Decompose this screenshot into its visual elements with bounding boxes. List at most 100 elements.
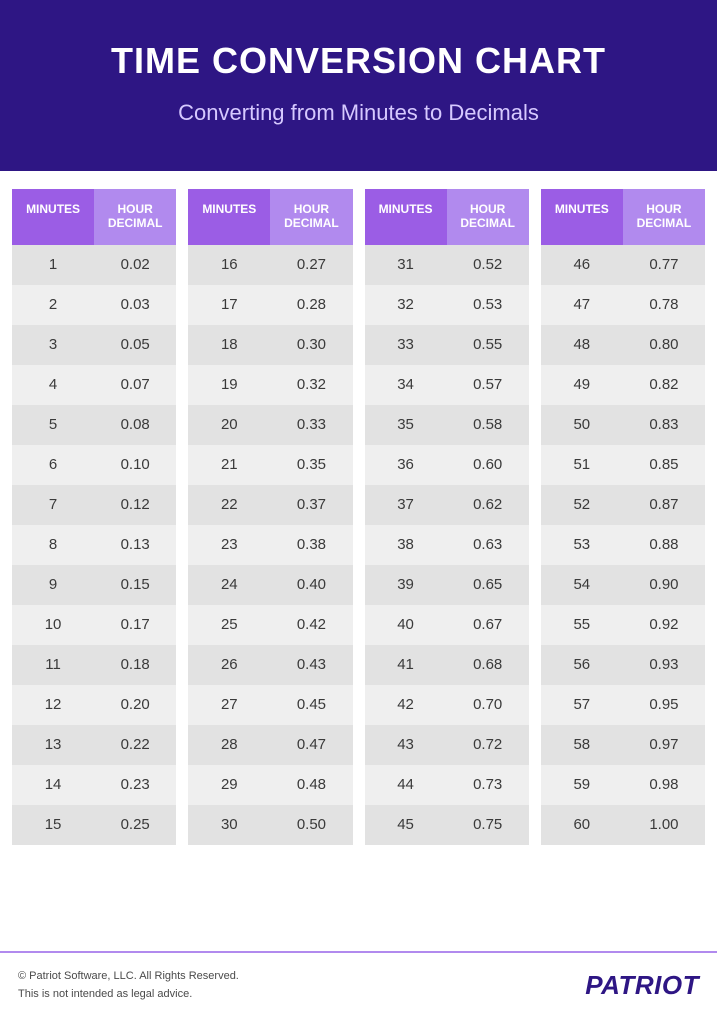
cell-decimal: 0.65: [447, 565, 529, 605]
cell-decimal: 0.23: [94, 765, 176, 805]
cell-minutes: 41: [365, 645, 447, 685]
cell-decimal: 0.27: [270, 245, 352, 285]
table-row: 190.32: [188, 365, 352, 405]
cell-decimal: 0.30: [270, 325, 352, 365]
table-row: 270.45: [188, 685, 352, 725]
cell-decimal: 0.93: [623, 645, 705, 685]
table-row: 10.02: [12, 245, 176, 285]
table-row: 410.68: [365, 645, 529, 685]
cell-minutes: 43: [365, 725, 447, 765]
cell-decimal: 1.00: [623, 805, 705, 845]
cell-decimal: 0.95: [623, 685, 705, 725]
table-row: 510.85: [541, 445, 705, 485]
cell-minutes: 50: [541, 405, 623, 445]
cell-minutes: 49: [541, 365, 623, 405]
table-row: 310.52: [365, 245, 529, 285]
cell-decimal: 0.02: [94, 245, 176, 285]
table-row: 280.47: [188, 725, 352, 765]
conversion-column: MINUTESHOUR DECIMAL160.27170.28180.30190…: [188, 189, 352, 941]
tables-container: MINUTESHOUR DECIMAL10.0220.0330.0540.075…: [0, 171, 717, 951]
cell-minutes: 39: [365, 565, 447, 605]
cell-decimal: 0.87: [623, 485, 705, 525]
header-hour-decimal: HOUR DECIMAL: [623, 189, 705, 245]
cell-minutes: 24: [188, 565, 270, 605]
cell-minutes: 4: [12, 365, 94, 405]
table-row: 140.23: [12, 765, 176, 805]
table-row: 560.93: [541, 645, 705, 685]
cell-minutes: 21: [188, 445, 270, 485]
table-row: 20.03: [12, 285, 176, 325]
copyright-text: © Patriot Software, LLC. All Rights Rese…: [18, 967, 239, 986]
table-row: 430.72: [365, 725, 529, 765]
cell-decimal: 0.62: [447, 485, 529, 525]
header-minutes: MINUTES: [541, 189, 623, 245]
cell-decimal: 0.28: [270, 285, 352, 325]
table-row: 100.17: [12, 605, 176, 645]
cell-decimal: 0.22: [94, 725, 176, 765]
cell-minutes: 56: [541, 645, 623, 685]
header-minutes: MINUTES: [188, 189, 270, 245]
conversion-column: MINUTESHOUR DECIMAL310.52320.53330.55340…: [365, 189, 529, 941]
cell-decimal: 0.90: [623, 565, 705, 605]
cell-minutes: 17: [188, 285, 270, 325]
cell-decimal: 0.58: [447, 405, 529, 445]
cell-minutes: 55: [541, 605, 623, 645]
column-header-row: MINUTESHOUR DECIMAL: [541, 189, 705, 245]
cell-minutes: 5: [12, 405, 94, 445]
cell-minutes: 36: [365, 445, 447, 485]
cell-minutes: 58: [541, 725, 623, 765]
conversion-column: MINUTESHOUR DECIMAL460.77470.78480.80490…: [541, 189, 705, 941]
cell-minutes: 9: [12, 565, 94, 605]
cell-minutes: 28: [188, 725, 270, 765]
table-row: 80.13: [12, 525, 176, 565]
table-row: 300.50: [188, 805, 352, 845]
table-row: 540.90: [541, 565, 705, 605]
cell-minutes: 40: [365, 605, 447, 645]
cell-decimal: 0.12: [94, 485, 176, 525]
table-row: 320.53: [365, 285, 529, 325]
cell-minutes: 6: [12, 445, 94, 485]
footer-text: © Patriot Software, LLC. All Rights Rese…: [18, 967, 239, 1004]
cell-decimal: 0.55: [447, 325, 529, 365]
brand-logo: PATRIOT: [585, 970, 699, 1001]
table-row: 160.27: [188, 245, 352, 285]
table-row: 480.80: [541, 325, 705, 365]
table-row: 500.83: [541, 405, 705, 445]
table-row: 250.42: [188, 605, 352, 645]
cell-decimal: 0.08: [94, 405, 176, 445]
page-title: TIME CONVERSION CHART: [20, 40, 697, 82]
cell-minutes: 48: [541, 325, 623, 365]
cell-minutes: 60: [541, 805, 623, 845]
table-row: 260.43: [188, 645, 352, 685]
cell-minutes: 53: [541, 525, 623, 565]
table-row: 380.63: [365, 525, 529, 565]
cell-decimal: 0.40: [270, 565, 352, 605]
cell-minutes: 52: [541, 485, 623, 525]
cell-decimal: 0.17: [94, 605, 176, 645]
page-subtitle: Converting from Minutes to Decimals: [20, 100, 697, 126]
cell-minutes: 20: [188, 405, 270, 445]
cell-decimal: 0.13: [94, 525, 176, 565]
table-row: 440.73: [365, 765, 529, 805]
table-row: 150.25: [12, 805, 176, 845]
cell-decimal: 0.68: [447, 645, 529, 685]
table-row: 420.70: [365, 685, 529, 725]
table-row: 180.30: [188, 325, 352, 365]
table-row: 470.78: [541, 285, 705, 325]
table-row: 110.18: [12, 645, 176, 685]
cell-minutes: 46: [541, 245, 623, 285]
table-row: 90.15: [12, 565, 176, 605]
table-row: 130.22: [12, 725, 176, 765]
cell-minutes: 18: [188, 325, 270, 365]
cell-decimal: 0.80: [623, 325, 705, 365]
cell-minutes: 7: [12, 485, 94, 525]
table-row: 200.33: [188, 405, 352, 445]
table-row: 120.20: [12, 685, 176, 725]
table-row: 570.95: [541, 685, 705, 725]
header: TIME CONVERSION CHART Converting from Mi…: [0, 0, 717, 171]
cell-minutes: 19: [188, 365, 270, 405]
disclaimer-text: This is not intended as legal advice.: [18, 985, 239, 1004]
column-header-row: MINUTESHOUR DECIMAL: [12, 189, 176, 245]
cell-minutes: 37: [365, 485, 447, 525]
table-row: 460.77: [541, 245, 705, 285]
